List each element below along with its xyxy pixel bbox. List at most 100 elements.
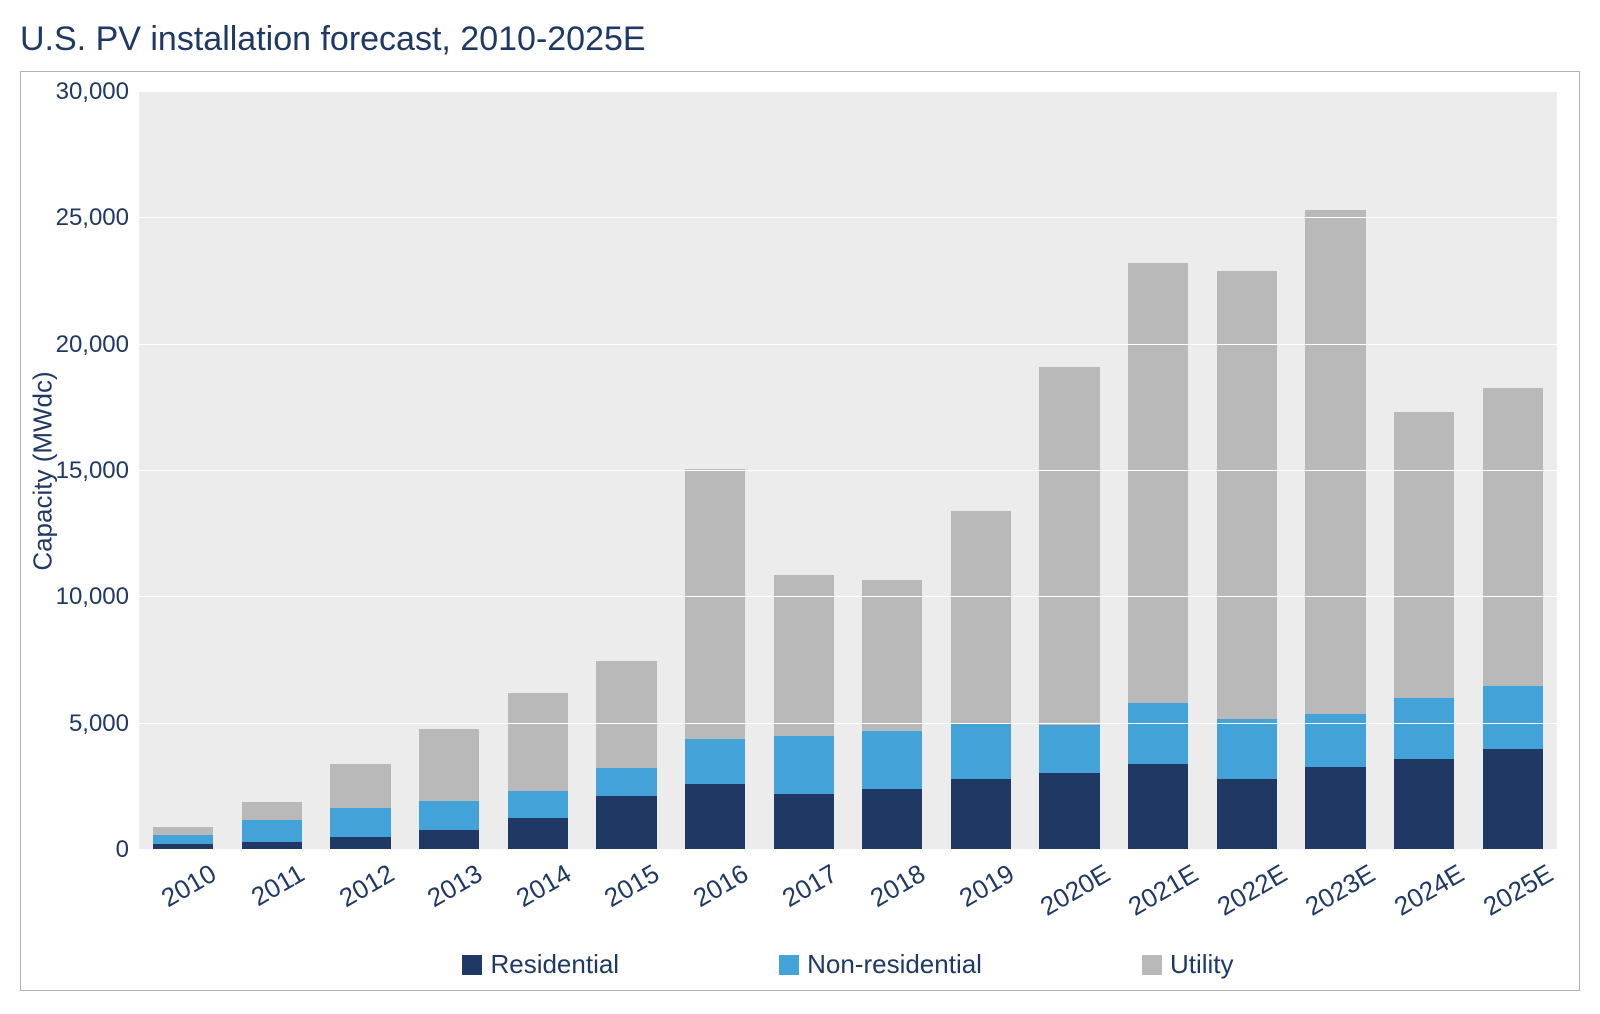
bar-segment-non-residential <box>1039 725 1099 773</box>
y-gridline <box>139 91 1557 92</box>
bar-segment-residential <box>596 796 656 850</box>
legend-item-residential: Residential <box>462 949 619 980</box>
bar-segment-utility <box>1039 367 1099 725</box>
bar-segment-residential <box>774 794 834 850</box>
legend-swatch <box>779 955 799 975</box>
bar-slot: 2017 <box>759 92 848 850</box>
legend-item-utility: Utility <box>1142 949 1234 980</box>
x-tick-label: 2014 <box>511 858 577 914</box>
x-tick-label: 2016 <box>688 858 754 914</box>
legend-label: Non-residential <box>807 949 982 980</box>
x-tick-label: 2013 <box>422 858 488 914</box>
legend: Residential Non-residential Utility <box>139 949 1557 980</box>
bar-segment-utility <box>508 693 568 790</box>
bar-slot: 2023E <box>1291 92 1380 850</box>
x-tick-label: 2018 <box>865 858 931 914</box>
bar-segment-non-residential <box>419 801 479 830</box>
bar-slot: 2024E <box>1380 92 1469 850</box>
bar-stack <box>242 802 302 850</box>
plot-area: Capacity (MWdc) 201020112012201320142015… <box>139 92 1557 850</box>
legend-item-non-residential: Non-residential <box>779 949 982 980</box>
legend-swatch <box>1142 955 1162 975</box>
bar-stack <box>774 575 834 850</box>
bar-segment-utility <box>1128 263 1188 704</box>
bar-segment-non-residential <box>508 791 568 819</box>
bar-stack <box>685 469 745 851</box>
y-gridline <box>139 217 1557 218</box>
bar-stack <box>1394 412 1454 850</box>
chart-box: Capacity (MWdc) 201020112012201320142015… <box>20 71 1580 991</box>
legend-swatch <box>462 955 482 975</box>
x-tick-label: 2021E <box>1123 858 1204 922</box>
bar-segment-utility <box>862 580 922 732</box>
bar-segment-utility <box>1217 271 1277 718</box>
bar-stack <box>862 580 922 850</box>
x-tick-label: 2010 <box>156 858 222 914</box>
x-tick-label: 2019 <box>954 858 1020 914</box>
bar-segment-non-residential <box>1305 714 1365 767</box>
bar-stack <box>1039 367 1099 850</box>
bar-segment-residential <box>508 818 568 850</box>
bar-slot: 2018 <box>848 92 937 850</box>
bar-stack <box>1305 210 1365 850</box>
bars-container: 2010201120122013201420152016201720182019… <box>139 92 1557 850</box>
bar-segment-utility <box>330 764 390 808</box>
bar-segment-utility <box>951 511 1011 723</box>
bar-segment-non-residential <box>242 820 302 843</box>
bar-segment-non-residential <box>951 724 1011 780</box>
x-tick-label: 2011 <box>246 858 310 913</box>
bar-segment-non-residential <box>685 739 745 784</box>
bar-stack <box>1128 263 1188 850</box>
bar-slot: 2019 <box>937 92 1026 850</box>
bar-segment-non-residential <box>774 736 834 794</box>
bar-segment-utility <box>1394 412 1454 699</box>
bar-slot: 2011 <box>228 92 317 850</box>
bar-segment-non-residential <box>1128 703 1188 764</box>
x-tick-label: 2025E <box>1478 858 1559 922</box>
bar-segment-residential <box>419 830 479 850</box>
bar-segment-non-residential <box>153 835 213 844</box>
x-tick-label: 2023E <box>1300 858 1381 922</box>
legend-label: Utility <box>1170 949 1234 980</box>
bar-stack <box>951 511 1011 850</box>
bar-segment-non-residential <box>596 768 656 796</box>
chart-title: U.S. PV installation forecast, 2010-2025… <box>20 20 1580 59</box>
bar-slot: 2010 <box>139 92 228 850</box>
x-tick-label: 2017 <box>777 858 843 914</box>
x-tick-label: 2024E <box>1389 858 1470 922</box>
bar-slot: 2016 <box>671 92 760 850</box>
bar-segment-residential <box>1217 779 1277 850</box>
bar-slot: 2015 <box>582 92 671 850</box>
x-tick-label: 2012 <box>334 858 400 914</box>
bar-slot: 2014 <box>494 92 583 850</box>
bar-slot: 2025E <box>1468 92 1557 850</box>
bar-stack <box>596 661 656 850</box>
bar-slot: 2022E <box>1203 92 1292 850</box>
y-tick-label: 5,000 <box>69 710 129 738</box>
x-tick-label: 2022E <box>1212 858 1293 922</box>
bar-segment-utility <box>419 729 479 801</box>
x-tick-label: 2015 <box>599 858 665 914</box>
bar-segment-residential <box>685 784 745 850</box>
bar-segment-utility <box>1483 388 1543 686</box>
bar-stack <box>1217 271 1277 850</box>
bar-segment-non-residential <box>1394 698 1454 759</box>
y-axis-title: Capacity (MWdc) <box>28 371 59 570</box>
bar-stack <box>153 827 213 850</box>
bar-segment-utility <box>242 802 302 820</box>
bar-segment-utility <box>685 469 745 739</box>
y-tick-label: 0 <box>116 836 129 864</box>
bar-segment-residential <box>1039 773 1099 850</box>
y-gridline <box>139 723 1557 724</box>
bar-stack <box>1483 388 1543 850</box>
bar-segment-residential <box>1394 759 1454 850</box>
bar-segment-utility <box>596 661 656 768</box>
y-gridline <box>139 596 1557 597</box>
bar-slot: 2013 <box>405 92 494 850</box>
bar-slot: 2020E <box>1025 92 1114 850</box>
y-tick-label: 20,000 <box>56 331 129 359</box>
y-tick-label: 30,000 <box>56 78 129 106</box>
legend-label: Residential <box>490 949 619 980</box>
bar-segment-residential <box>862 789 922 850</box>
y-gridline <box>139 849 1557 850</box>
